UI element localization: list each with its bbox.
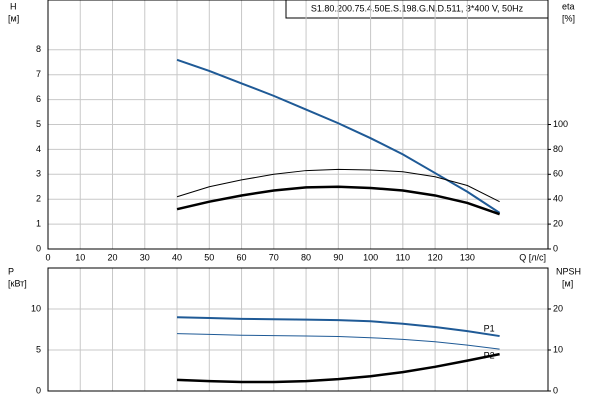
x-tick-label: 50: [204, 252, 214, 262]
y2-axis-label: NPSH: [556, 266, 581, 276]
curve: [177, 333, 500, 350]
x-tick-label: 90: [333, 252, 343, 262]
y2-tick-label: 100: [553, 119, 568, 129]
x-tick-label: 60: [237, 252, 247, 262]
y-tick-label: 4: [36, 144, 41, 154]
plot-frame: [47, 0, 549, 250]
x-tick-label: 100: [363, 252, 378, 262]
x-tick-label: 110: [396, 252, 410, 262]
x-tick-label: 20: [108, 252, 118, 262]
y-tick-label: 6: [36, 94, 41, 104]
y-axis-unit: [кВт]: [8, 278, 27, 288]
x-tick-label: 70: [269, 252, 279, 262]
y2-tick-label: 40: [553, 194, 563, 204]
x-tick-label: 40: [172, 252, 182, 262]
curve: [176, 185, 501, 216]
y-tick-label: 7: [36, 69, 41, 79]
y2-axis-unit: [м]: [562, 278, 573, 288]
curve-label: P1: [484, 323, 495, 333]
y2-tick-label: 60: [553, 169, 563, 179]
y-tick-label: 5: [36, 119, 41, 129]
y-tick-label: 1: [36, 218, 41, 228]
y2-tick-label: 80: [553, 144, 563, 154]
y-axis-label: H: [10, 1, 17, 11]
curve: [177, 316, 500, 338]
x-tick-label: 10: [75, 252, 85, 262]
y-tick-label: 2: [36, 194, 41, 204]
y-tick-label: 5: [36, 344, 41, 354]
y2-tick-label: 0: [553, 243, 558, 253]
x-axis-label: Q [л/с]: [519, 252, 546, 262]
x-tick-label: 120: [428, 252, 443, 262]
y-tick-label: 10: [31, 303, 41, 313]
y2-tick-label: 20: [553, 218, 563, 228]
y2-tick-label: 10: [553, 344, 563, 354]
x-tick-label: 0: [45, 252, 50, 262]
y2-axis-unit: [%]: [562, 13, 575, 23]
y-axis-unit: [м]: [8, 13, 19, 23]
y2-tick-label: 20: [553, 303, 563, 313]
y2-tick-label: 0: [553, 385, 558, 395]
plot-frame: [47, 267, 549, 392]
y-axis-label: P: [8, 266, 14, 276]
chart-title: S1.80.200.75.4.50E.S.198.G.N.D.511, 3*40…: [311, 3, 524, 13]
y-tick-label: 8: [36, 44, 41, 54]
y-tick-label: 0: [36, 385, 41, 395]
y-tick-label: 0: [36, 243, 41, 253]
x-tick-label: 130: [460, 252, 475, 262]
x-tick-label: 80: [301, 252, 311, 262]
y-tick-label: 3: [36, 169, 41, 179]
curve: [176, 168, 500, 203]
curve: [176, 352, 500, 384]
x-tick-label: 30: [140, 252, 150, 262]
y2-axis-label: eta: [562, 1, 575, 11]
